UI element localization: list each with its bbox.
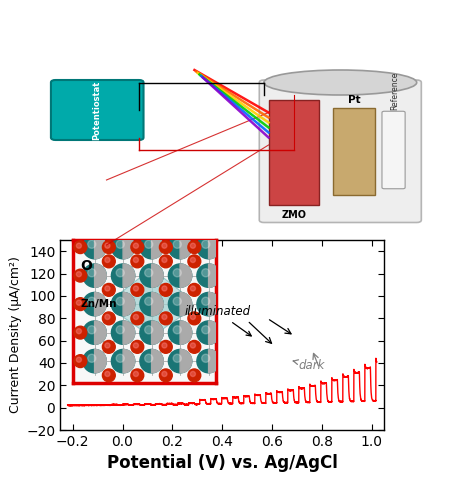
FancyBboxPatch shape bbox=[382, 112, 405, 188]
Text: Reference: Reference bbox=[390, 72, 399, 110]
Text: Pt: Pt bbox=[348, 95, 361, 105]
FancyBboxPatch shape bbox=[51, 80, 144, 140]
FancyBboxPatch shape bbox=[333, 108, 375, 195]
X-axis label: Potential (V) vs. Ag/AgCl: Potential (V) vs. Ag/AgCl bbox=[107, 454, 338, 472]
Y-axis label: Current Density (μA/cm²): Current Density (μA/cm²) bbox=[9, 256, 22, 414]
FancyBboxPatch shape bbox=[269, 100, 319, 205]
Ellipse shape bbox=[264, 70, 417, 95]
Text: illuminated: illuminated bbox=[184, 305, 251, 336]
FancyBboxPatch shape bbox=[259, 80, 421, 223]
Text: Potentiostat: Potentiostat bbox=[93, 80, 102, 140]
Text: dark: dark bbox=[293, 359, 325, 372]
Text: ZMO: ZMO bbox=[282, 210, 307, 220]
